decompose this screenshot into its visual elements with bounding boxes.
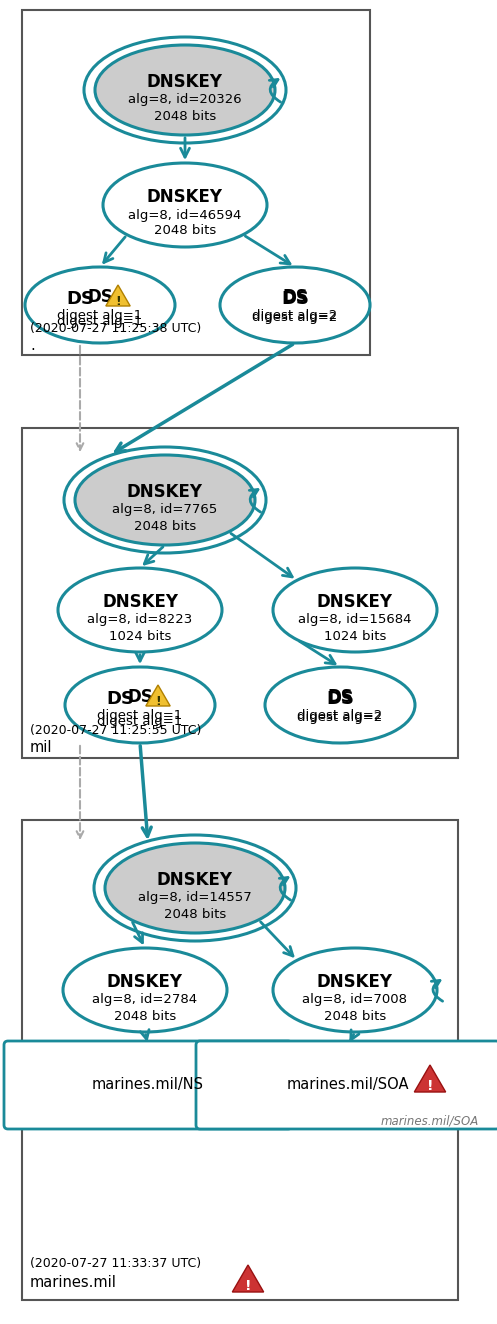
Text: DS: DS bbox=[106, 690, 134, 708]
Text: !: ! bbox=[427, 1079, 433, 1092]
Text: alg=8, id=7008: alg=8, id=7008 bbox=[303, 993, 408, 1006]
Text: 2048 bits: 2048 bits bbox=[154, 225, 216, 237]
Ellipse shape bbox=[105, 843, 285, 933]
Polygon shape bbox=[146, 685, 170, 706]
Text: alg=8, id=8223: alg=8, id=8223 bbox=[87, 613, 193, 626]
FancyBboxPatch shape bbox=[4, 1041, 292, 1129]
Text: 1024 bits: 1024 bits bbox=[324, 629, 386, 642]
Text: alg=8, id=46594: alg=8, id=46594 bbox=[128, 208, 242, 221]
Ellipse shape bbox=[58, 568, 222, 651]
Polygon shape bbox=[232, 1264, 264, 1292]
Text: DS: DS bbox=[127, 688, 153, 706]
Text: DNSKEY: DNSKEY bbox=[147, 73, 223, 91]
Text: DNSKEY: DNSKEY bbox=[107, 973, 183, 990]
Text: 2048 bits: 2048 bits bbox=[324, 1009, 386, 1022]
Text: DNSKEY: DNSKEY bbox=[317, 973, 393, 990]
Text: DS: DS bbox=[282, 289, 308, 306]
Text: DS: DS bbox=[66, 290, 94, 308]
Text: digest alg=1: digest alg=1 bbox=[97, 708, 182, 722]
Text: DNSKEY: DNSKEY bbox=[157, 871, 233, 888]
Text: 1024 bits: 1024 bits bbox=[109, 629, 171, 642]
Text: alg=8, id=7765: alg=8, id=7765 bbox=[112, 503, 218, 516]
Text: digest alg=2: digest alg=2 bbox=[252, 308, 337, 322]
Text: (2020-07-27 11:33:37 UTC): (2020-07-27 11:33:37 UTC) bbox=[30, 1256, 201, 1270]
Text: DNSKEY: DNSKEY bbox=[147, 188, 223, 207]
Text: alg=8, id=14557: alg=8, id=14557 bbox=[138, 891, 252, 904]
FancyBboxPatch shape bbox=[22, 820, 458, 1300]
Text: DNSKEY: DNSKEY bbox=[317, 593, 393, 610]
Text: alg=8, id=15684: alg=8, id=15684 bbox=[298, 613, 412, 626]
Text: marines.mil/SOA: marines.mil/SOA bbox=[381, 1115, 479, 1128]
Text: 2048 bits: 2048 bits bbox=[164, 907, 226, 920]
Text: !: ! bbox=[115, 295, 121, 307]
Text: digest alg=1: digest alg=1 bbox=[57, 308, 143, 322]
Text: DS: DS bbox=[281, 290, 309, 308]
Text: !: ! bbox=[155, 695, 161, 707]
Text: DS: DS bbox=[327, 688, 353, 706]
Text: !: ! bbox=[245, 1279, 251, 1292]
Text: DS: DS bbox=[87, 289, 113, 306]
Text: DNSKEY: DNSKEY bbox=[127, 483, 203, 500]
Text: marines.mil/NS: marines.mil/NS bbox=[92, 1078, 204, 1092]
Text: marines.mil/SOA: marines.mil/SOA bbox=[287, 1078, 409, 1092]
Text: digest alg=1: digest alg=1 bbox=[97, 715, 182, 727]
Polygon shape bbox=[106, 285, 130, 306]
Ellipse shape bbox=[63, 948, 227, 1031]
Text: alg=8, id=2784: alg=8, id=2784 bbox=[92, 993, 198, 1006]
Polygon shape bbox=[414, 1064, 446, 1092]
Ellipse shape bbox=[25, 267, 175, 343]
Ellipse shape bbox=[95, 45, 275, 135]
Ellipse shape bbox=[265, 667, 415, 743]
Text: DNSKEY: DNSKEY bbox=[102, 593, 178, 610]
FancyBboxPatch shape bbox=[22, 428, 458, 759]
Text: marines.mil: marines.mil bbox=[30, 1275, 117, 1290]
Text: mil: mil bbox=[30, 740, 53, 755]
Ellipse shape bbox=[273, 948, 437, 1031]
Text: (2020-07-27 11:25:55 UTC): (2020-07-27 11:25:55 UTC) bbox=[30, 724, 201, 737]
Text: DS: DS bbox=[326, 690, 354, 708]
Text: (2020-07-27 11:25:38 UTC): (2020-07-27 11:25:38 UTC) bbox=[30, 322, 201, 335]
Ellipse shape bbox=[220, 267, 370, 343]
FancyBboxPatch shape bbox=[196, 1041, 497, 1129]
Ellipse shape bbox=[65, 667, 215, 743]
Ellipse shape bbox=[103, 163, 267, 248]
Text: digest alg=2: digest alg=2 bbox=[252, 311, 337, 324]
Text: digest alg=2: digest alg=2 bbox=[297, 711, 383, 724]
Ellipse shape bbox=[273, 568, 437, 651]
Text: digest alg=2: digest alg=2 bbox=[297, 708, 383, 722]
Text: .: . bbox=[30, 338, 35, 354]
FancyBboxPatch shape bbox=[22, 11, 370, 355]
Text: digest alg=1: digest alg=1 bbox=[57, 315, 143, 327]
Ellipse shape bbox=[75, 455, 255, 545]
Text: 2048 bits: 2048 bits bbox=[134, 519, 196, 532]
Text: 2048 bits: 2048 bits bbox=[114, 1009, 176, 1022]
Text: 2048 bits: 2048 bits bbox=[154, 110, 216, 123]
Text: alg=8, id=20326: alg=8, id=20326 bbox=[128, 94, 242, 106]
